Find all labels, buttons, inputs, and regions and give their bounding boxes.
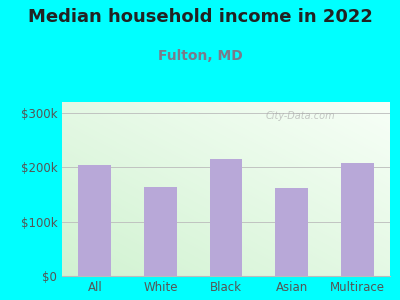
Bar xyxy=(210,159,242,276)
Text: Median household income in 2022: Median household income in 2022 xyxy=(28,8,372,26)
Bar xyxy=(275,188,308,276)
Bar xyxy=(78,164,111,276)
Text: Fulton, MD: Fulton, MD xyxy=(158,50,242,64)
Bar xyxy=(341,164,374,276)
Bar xyxy=(144,188,177,276)
Text: City-Data.com: City-Data.com xyxy=(265,111,335,121)
